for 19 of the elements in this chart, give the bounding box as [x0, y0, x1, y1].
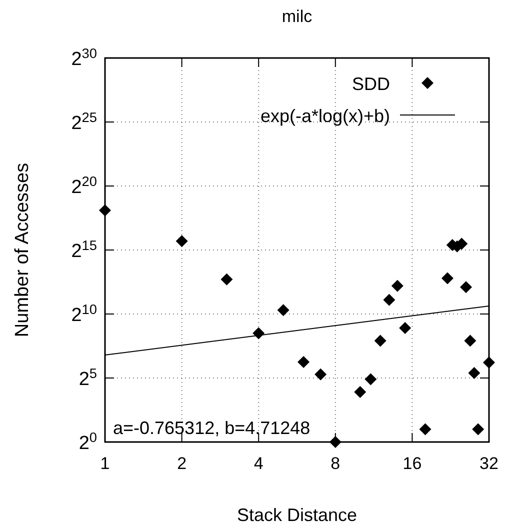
x-tick-label: 32	[480, 454, 498, 473]
annotation: a=-0.765312, b=4.71248	[113, 418, 310, 438]
legend-label: SDD	[352, 74, 390, 94]
y-tick-label: 2$^{30}$	[71, 46, 98, 70]
y-tick-label: 2$^{15}$	[71, 238, 98, 262]
x-axis-title: Stack Distance	[236, 505, 358, 525]
x-tick-label: 1	[100, 454, 110, 473]
x-tick-label: 4	[254, 454, 264, 473]
chart-title: milc	[282, 7, 313, 26]
y-tick-label: 2$^{25}$	[71, 110, 98, 134]
y-tick-label: 2$^{0}$	[78, 430, 98, 454]
y-tick-label: 2$^{5}$	[78, 366, 98, 390]
y-tick-label: 2$^{20}$	[71, 174, 98, 198]
y-axis-title: Number of Accesses	[12, 162, 33, 338]
x-tick-label: 16	[402, 454, 422, 473]
y-tick-label: 2$^{10}$	[71, 302, 98, 326]
x-tick-label: 2	[177, 454, 187, 473]
legend-label: exp(-a*log(x)+b)	[260, 106, 390, 126]
x-tick-label: 8	[330, 454, 340, 473]
